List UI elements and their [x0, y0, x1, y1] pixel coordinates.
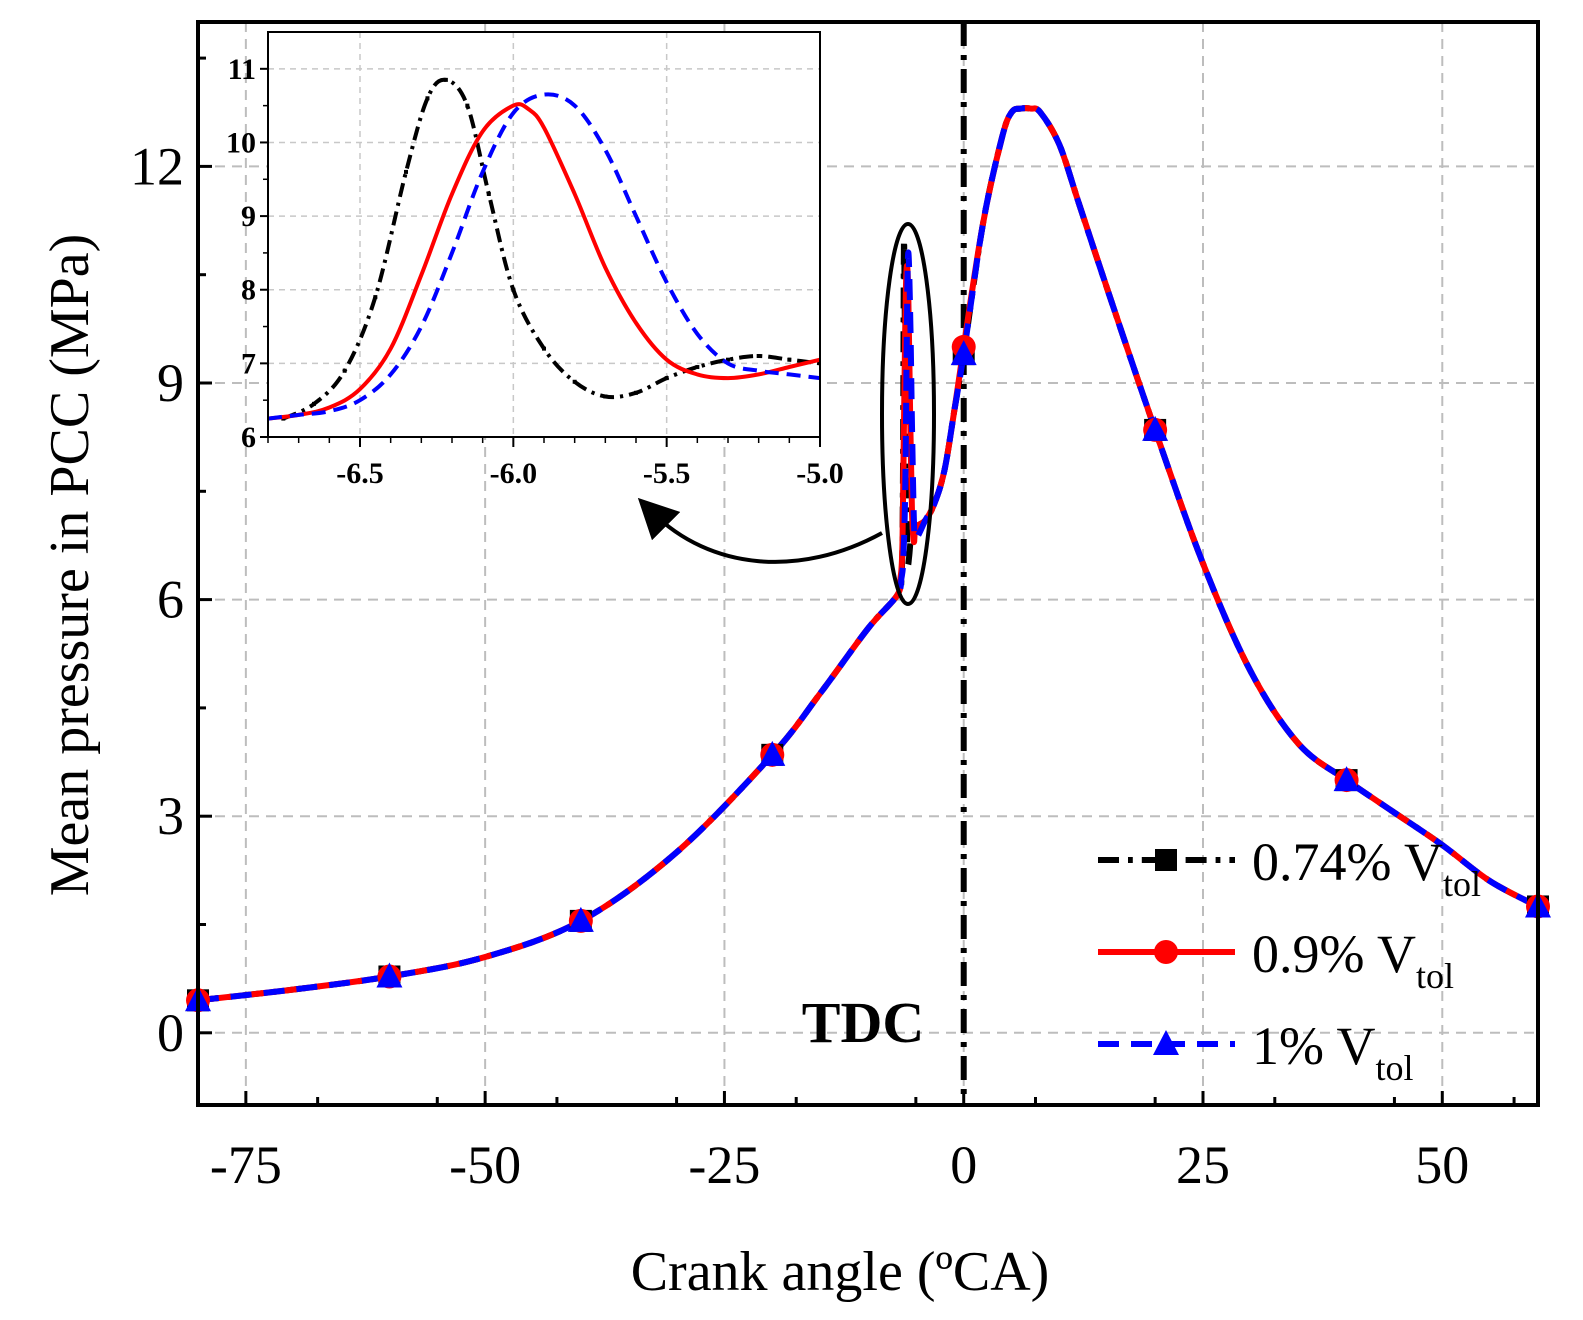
series-2-marker — [950, 340, 977, 366]
inset-series-0-point — [373, 295, 378, 300]
inset-series-0-point — [664, 376, 669, 381]
legend-subscript: tol — [1443, 864, 1481, 904]
inset-series-0-point — [404, 169, 408, 174]
legend-marker-1 — [1154, 940, 1178, 964]
y-tick-label: 3 — [157, 786, 184, 846]
main-markers-group — [185, 334, 1551, 1013]
inset-series-line-1 — [268, 102, 820, 421]
x-tick-label: 50 — [1415, 1135, 1469, 1195]
x-tick-label: -75 — [210, 1135, 282, 1195]
inset-series-0-point — [425, 96, 430, 101]
inset-series-0-point — [787, 357, 792, 362]
inset-series-0-point — [634, 390, 638, 395]
inset-y-tick-label: 6 — [241, 421, 256, 454]
legend: 0.74% Vtol 0.9% Vtol 1% Vtol — [1098, 832, 1481, 1088]
series-2-marker — [1333, 766, 1360, 792]
inset-y-tick-label: 9 — [241, 200, 256, 233]
inset-series-line-2 — [268, 92, 820, 421]
inset-series-group — [268, 77, 820, 421]
main-plot-frame — [196, 20, 1540, 1107]
inset-series-0-point — [756, 354, 761, 358]
inset-y-tick-label: 7 — [241, 347, 256, 380]
inset-series-0-point — [695, 365, 700, 370]
inset-series-0-point — [465, 103, 470, 108]
inset-series-0-point — [312, 401, 316, 406]
x-tick-label: 0 — [950, 1135, 977, 1195]
inset-series-0-point — [542, 346, 546, 351]
series-2-marker — [567, 906, 594, 932]
legend-marker-0 — [1155, 849, 1177, 871]
inset-x-tick-label: -5.0 — [796, 457, 844, 490]
inset-series-0-point — [603, 394, 608, 399]
legend-label-2: 1% Vtol — [1252, 1016, 1414, 1088]
series-2-marker — [759, 740, 786, 766]
zoom-arrow — [637, 497, 883, 564]
inset-series-0-point — [572, 379, 577, 384]
legend-marker-2 — [1153, 1030, 1179, 1055]
y-tick-label: 6 — [157, 570, 184, 630]
series-line-2 — [198, 105, 1538, 1004]
y-tick-label: 9 — [157, 353, 184, 413]
inset-series-0-point — [726, 357, 730, 362]
main-ticks: -75 -50 -25 0 25 50 0 3 6 9 12 — [130, 56, 1516, 1195]
inset-y-tick-label: 10 — [226, 126, 256, 159]
inset-series-0-point — [443, 77, 448, 82]
inset-series-0-point — [511, 287, 516, 292]
inset-x-tick-label: -6.5 — [336, 457, 384, 490]
inset-series-0-point — [486, 192, 491, 196]
legend-label-0: 0.74% Vtol — [1252, 832, 1481, 904]
inset-series-0-point — [342, 368, 347, 373]
series-2-marker — [1142, 415, 1169, 441]
inset-y-tick-label: 11 — [228, 53, 256, 86]
inset-x-tick-label: -5.5 — [643, 457, 691, 490]
series-2-marker — [376, 962, 403, 988]
y-axis-label: Mean pressure in PCC (MPa) — [39, 234, 101, 897]
x-tick-label: -50 — [449, 1135, 521, 1195]
tdc-label: TDC — [802, 990, 924, 1055]
legend-subscript: tol — [1416, 956, 1454, 996]
legend-subscript: tol — [1376, 1048, 1414, 1088]
inset-ticks: -6.5 -6.0 -5.5 -5.0 6 7 8 9 10 11 — [226, 53, 844, 490]
y-tick-label: 12 — [130, 136, 184, 196]
x-axis-label: Crank angle (ºCA) — [631, 1241, 1050, 1303]
zoom-ellipse — [880, 222, 936, 606]
x-tick-label: -25 — [688, 1135, 760, 1195]
y-tick-label: 0 — [157, 1003, 184, 1063]
inset-y-tick-label: 8 — [241, 274, 256, 307]
x-tick-label: 25 — [1176, 1135, 1230, 1195]
inset-x-tick-label: -6.0 — [490, 457, 538, 490]
legend-label-1: 0.9% Vtol — [1252, 924, 1454, 996]
